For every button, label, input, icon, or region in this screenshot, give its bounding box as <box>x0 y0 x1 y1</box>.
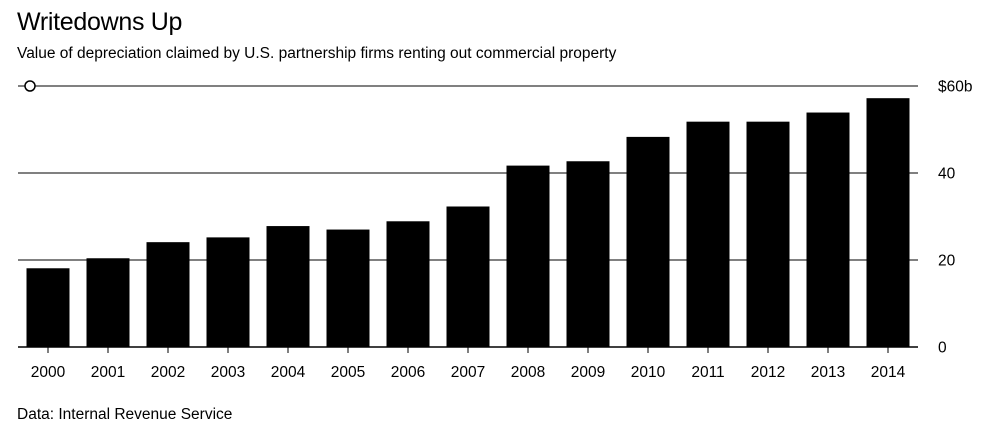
y-tick-label: 20 <box>938 253 956 270</box>
bar-2014 <box>866 98 910 348</box>
bar-2011 <box>686 121 730 347</box>
x-tick-label: 2000 <box>31 364 66 381</box>
chart-subtitle: Value of depreciation claimed by U.S. pa… <box>17 45 617 62</box>
x-tick-label: 2014 <box>871 364 906 381</box>
x-tick-label: 2003 <box>211 364 245 381</box>
data-source: Data: Internal Revenue Service <box>17 406 233 423</box>
x-tick-label: 2007 <box>451 364 485 381</box>
bar-2006 <box>386 221 430 347</box>
chart-title: Writedowns Up <box>17 8 183 36</box>
x-tick-label: 2013 <box>811 364 845 381</box>
y-tick-label: 40 <box>938 166 956 183</box>
bar-2003 <box>206 237 250 347</box>
y-axis-labels: 0 20 40 $60b <box>938 79 972 357</box>
bar-2013 <box>806 112 850 347</box>
bar-2002 <box>146 242 190 347</box>
bar-2001 <box>86 258 130 347</box>
bars <box>26 98 910 353</box>
x-tick-label: 2005 <box>331 364 365 381</box>
x-tick-label: 2001 <box>91 364 125 381</box>
x-tick-label: 2009 <box>571 364 605 381</box>
x-axis-labels: 2000 2001 2002 2003 2004 2005 2006 2007 2008 2009… <box>31 364 906 381</box>
y-tick-label: 0 <box>938 340 947 357</box>
axis-start-marker <box>24 80 36 92</box>
x-tick-label: 2004 <box>271 364 306 381</box>
bar-2008 <box>506 165 550 347</box>
x-tick-label: 2012 <box>751 364 785 381</box>
bar-2000 <box>26 268 70 347</box>
circle-marker-icon <box>24 80 36 92</box>
x-tick-label: 2010 <box>631 364 666 381</box>
y-tick-label: $60b <box>938 79 972 96</box>
bar-2007 <box>446 206 490 347</box>
bar-2012 <box>746 121 790 347</box>
x-tick-label: 2006 <box>391 364 425 381</box>
bar-2010 <box>626 136 670 347</box>
x-tick-label: 2002 <box>151 364 185 381</box>
bar-2004 <box>266 226 310 347</box>
x-tick-label: 2008 <box>511 364 545 381</box>
x-tick-label: 2011 <box>691 364 724 381</box>
bar-2005 <box>326 229 370 347</box>
bar-2009 <box>566 161 610 347</box>
